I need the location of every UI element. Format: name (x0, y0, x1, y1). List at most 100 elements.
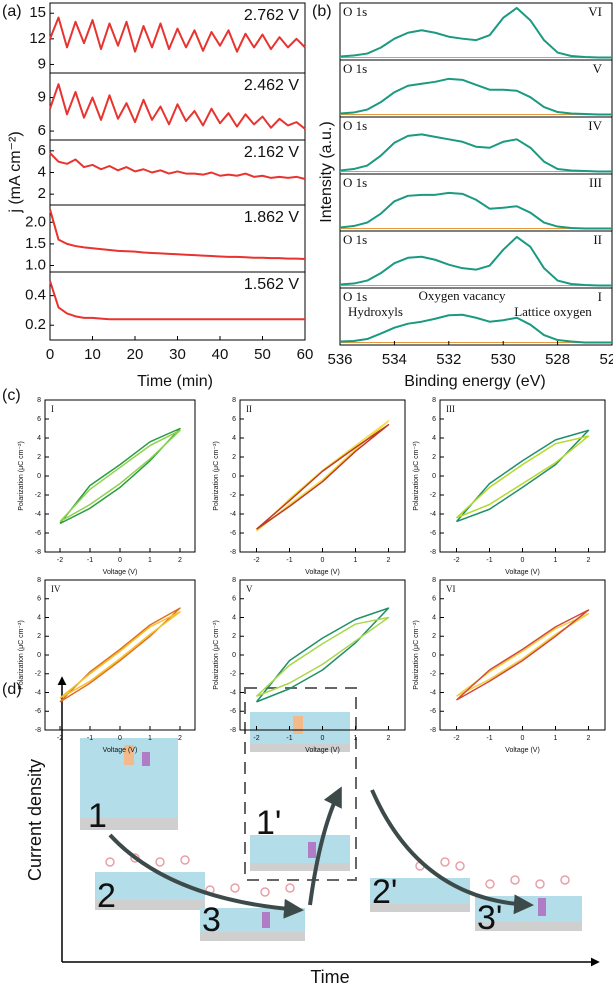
y-axis-label: j (mA cm⁻²) (7, 131, 24, 213)
y-tick-label: 15 (29, 4, 46, 21)
substrate (370, 904, 470, 912)
data-line (59, 607, 181, 703)
y-tick-label: 0 (432, 652, 436, 659)
data-line (59, 611, 181, 699)
substrate (95, 900, 205, 910)
annotation: O 1s (343, 118, 367, 133)
substrate (200, 932, 305, 941)
y-tick-label: 4 (432, 614, 436, 621)
y-tick-label: 2.0 (25, 213, 46, 230)
data-line (339, 77, 612, 116)
annotation: III (589, 175, 602, 190)
y-tick-label: -2 (35, 671, 41, 678)
y-tick-label: 4 (37, 614, 41, 621)
annotation: 2.462 V (244, 77, 299, 94)
data-line (455, 429, 590, 523)
x-tick-label: 30 (169, 346, 186, 363)
plot-frame (339, 59, 613, 118)
y-tick-label: 8 (232, 397, 236, 404)
y-axis-label: Polarization (μC cm⁻²) (213, 620, 220, 690)
panel-label: (a) (2, 3, 22, 20)
data-line (59, 429, 181, 523)
x-tick-label: 528 (545, 351, 570, 368)
arrow-icon (124, 745, 134, 765)
annotation: V (593, 61, 603, 76)
y-tick-label: 2 (232, 454, 236, 461)
y-tick-label: -4 (430, 511, 436, 518)
y-tick-label: 1.5 (25, 235, 46, 252)
x-tick-label: -2 (57, 557, 63, 564)
annotation: 1.562 V (244, 276, 299, 293)
y-tick-label: -8 (430, 727, 436, 734)
x-tick-label: 10 (84, 346, 101, 363)
x-tick-label: 0 (321, 557, 325, 564)
x-tick-label: -1 (286, 735, 292, 742)
annotation: VI (446, 584, 456, 594)
x-tick-label: -1 (286, 557, 292, 564)
data-line (256, 423, 390, 530)
x-axis-label: Voltage (V) (505, 747, 540, 754)
y-tick-label: 4 (232, 614, 236, 621)
x-axis-label: Time (min) (137, 373, 213, 390)
y-tick-label: -4 (35, 511, 41, 518)
x-tick-label: 530 (491, 351, 516, 368)
state-label: 1' (256, 804, 281, 842)
state-label: 3 (202, 901, 221, 939)
substrate (250, 863, 350, 871)
y-tick-label: 2 (432, 633, 436, 640)
plot-frame (339, 2, 613, 61)
x-axis-label: Voltage (V) (103, 569, 138, 576)
dashed-box (244, 687, 357, 881)
x-tick-label: 1 (554, 557, 558, 564)
axis-label: Current density (25, 759, 45, 881)
data-line (339, 313, 612, 344)
y-tick-label: 2 (232, 633, 236, 640)
data-line (255, 607, 390, 703)
block (250, 835, 350, 863)
x-tick-label: -2 (253, 557, 259, 564)
x-tick-label: -2 (253, 735, 259, 742)
y-tick-label: -2 (230, 671, 236, 678)
y-tick-label: 0 (37, 652, 41, 659)
arrow-icon (293, 716, 303, 734)
x-tick-label: 20 (127, 346, 144, 363)
y-tick-label: -4 (430, 689, 436, 696)
annotation: I (51, 404, 54, 414)
x-axis-label: Voltage (V) (103, 747, 138, 754)
x-tick-label: 0 (118, 735, 122, 742)
x-tick-label: -2 (453, 557, 459, 564)
plot-frame (339, 116, 613, 175)
x-tick-label: 60 (297, 346, 314, 363)
annotation: Oxygen vacancy (419, 288, 506, 303)
x-tick-label: 534 (382, 351, 407, 368)
data-line (339, 6, 612, 59)
panel-label: (d) (2, 681, 22, 698)
y-tick-label: 6 (432, 596, 436, 603)
y-tick-label: 2 (37, 454, 41, 461)
x-tick-label: 1 (354, 735, 358, 742)
plot-frame (439, 399, 606, 553)
y-tick-label: 9 (38, 55, 46, 72)
x-tick-label: 536 (327, 351, 352, 368)
y-tick-label: -8 (35, 727, 41, 734)
plot-frame (44, 579, 196, 731)
annotation: II (246, 404, 252, 414)
y-axis-label: Polarization (μC cm⁻²) (213, 441, 220, 511)
plot-frame (339, 287, 613, 346)
state-label: 2' (372, 873, 397, 911)
data-line (49, 152, 306, 180)
annotation: O 1s (343, 232, 367, 247)
block (370, 878, 470, 904)
substrate (80, 818, 178, 830)
annotation: II (593, 232, 602, 247)
y-tick-label: -8 (230, 549, 236, 556)
y-tick-label: 6 (38, 142, 46, 159)
y-tick-label: -4 (230, 511, 236, 518)
y-axis-label: Polarization (μC cm⁻²) (413, 620, 420, 690)
y-tick-label: -8 (35, 549, 41, 556)
y-tick-label: 8 (232, 577, 236, 584)
annotation: O 1s (343, 61, 367, 76)
x-axis-label: Voltage (V) (305, 569, 340, 576)
y-tick-label: 0.4 (25, 287, 46, 304)
substrate (475, 922, 582, 931)
